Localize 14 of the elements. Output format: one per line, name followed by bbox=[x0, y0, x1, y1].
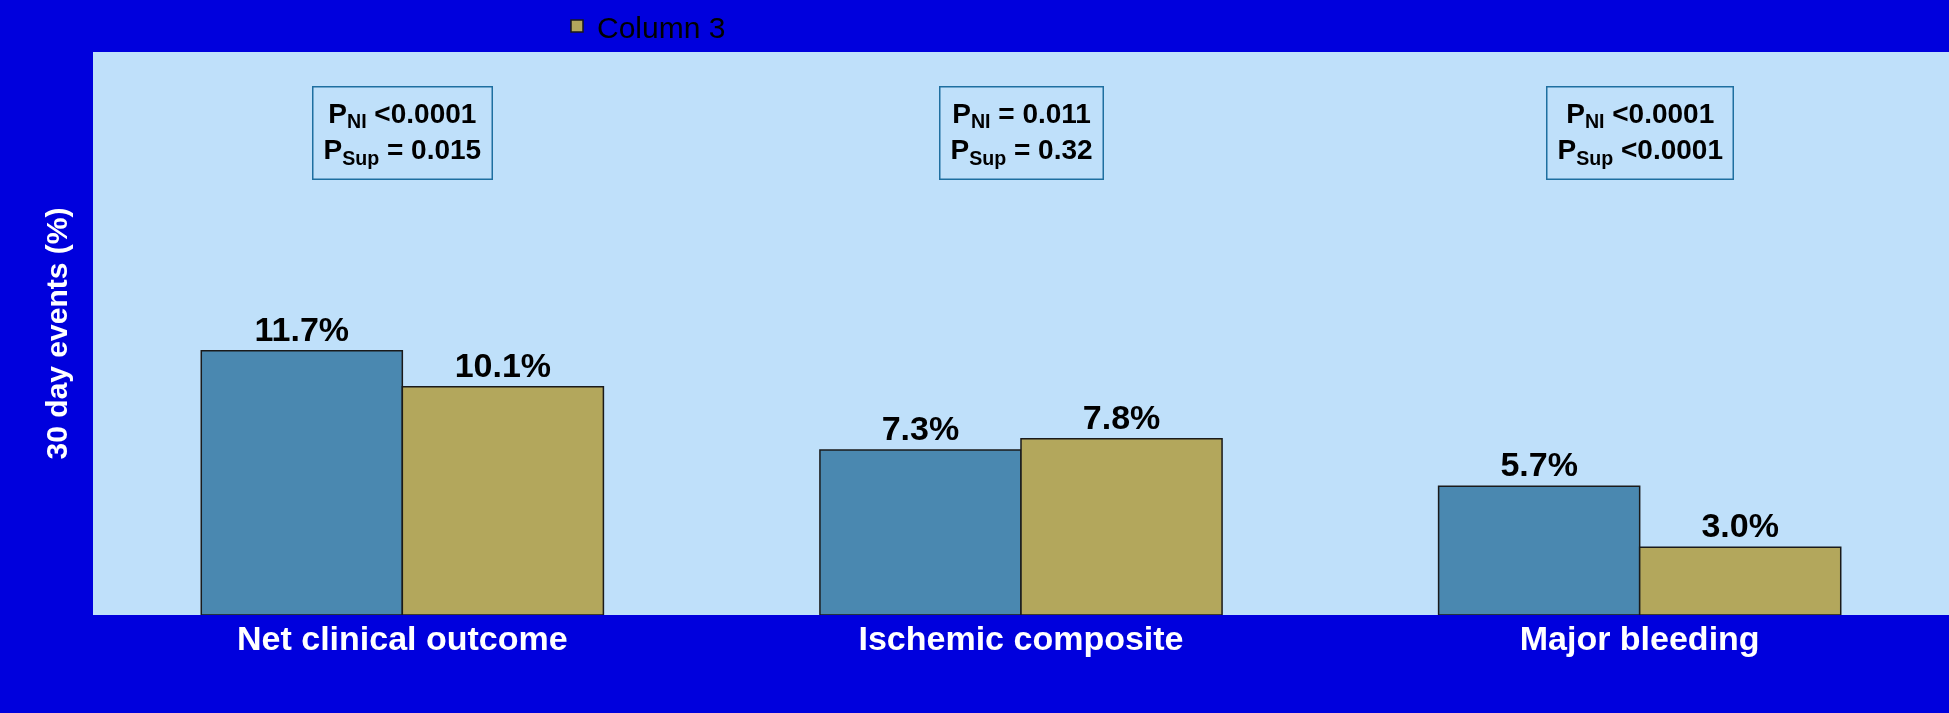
y-axis-title: 30 day events (%) bbox=[40, 207, 73, 460]
data-label: 3.0% bbox=[1701, 506, 1779, 545]
text: P$_{NI}$ <0.0001 P$_{Sup}$ = 0.015 bbox=[323, 97, 482, 169]
x-tick-label: Ischemic composite bbox=[858, 619, 1184, 657]
data-label: 7.8% bbox=[1082, 397, 1161, 436]
legend-label: Column 3 bbox=[597, 10, 726, 44]
data-label: 11.7% bbox=[254, 309, 350, 348]
x-tick-label: Major bleeding bbox=[1519, 619, 1760, 657]
data-label: 7.3% bbox=[881, 409, 960, 448]
text: P$_{NI}$ <0.0001 P$_{Sup}$ <0.0001 bbox=[1557, 97, 1723, 169]
x-tick-label: Net clinical outcome bbox=[237, 619, 568, 657]
data-label: 10.1% bbox=[454, 345, 552, 384]
text: P$_{NI}$ = 0.011 P$_{Sup}$ = 0.32 bbox=[950, 97, 1093, 169]
data-label: 5.7% bbox=[1500, 445, 1578, 484]
